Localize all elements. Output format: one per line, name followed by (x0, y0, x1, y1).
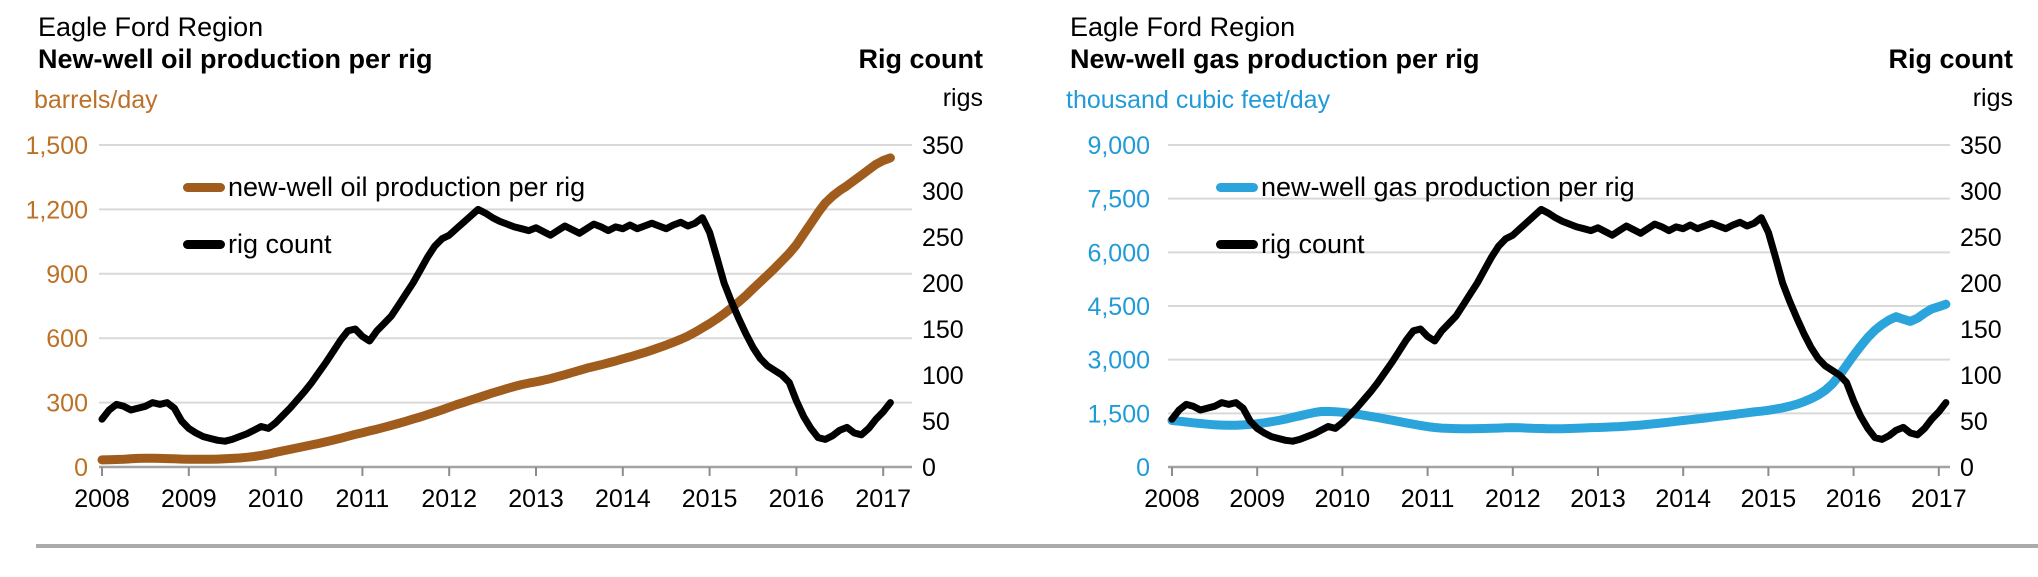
svg-text:50: 50 (1960, 408, 1988, 436)
svg-text:200: 200 (1960, 270, 2002, 298)
svg-text:300: 300 (922, 178, 964, 206)
gas-chart-right-axis-title: Rig count (1888, 44, 2013, 74)
svg-text:100: 100 (1960, 362, 2002, 390)
svg-text:50: 50 (922, 408, 950, 436)
legend-item-rig-count: rig count (183, 229, 585, 259)
svg-text:2010: 2010 (248, 485, 304, 513)
svg-text:3,000: 3,000 (1087, 347, 1150, 375)
oil-chart-legend: new-well oil production per rig rig coun… (183, 172, 585, 259)
svg-text:0: 0 (1960, 454, 1974, 482)
svg-text:2013: 2013 (1570, 485, 1626, 513)
svg-text:900: 900 (46, 261, 88, 289)
svg-text:0: 0 (922, 454, 936, 482)
gas-chart-legend: new-well gas production per rig rig coun… (1216, 172, 1635, 259)
gas-chart-right-axis-unit: rigs (1972, 84, 2013, 112)
svg-text:2016: 2016 (769, 485, 825, 513)
svg-text:200: 200 (922, 270, 964, 298)
svg-text:600: 600 (46, 325, 88, 353)
svg-text:2008: 2008 (1144, 485, 1200, 513)
legend-item-rig-count: rig count (1216, 229, 1635, 259)
legend-label: rig count (1261, 228, 1365, 259)
svg-text:2014: 2014 (1655, 485, 1711, 513)
svg-text:350: 350 (922, 132, 964, 160)
oil-line-swatch (183, 182, 225, 192)
oil-chart-right-axis-title: Rig count (858, 44, 983, 74)
legend-label: new-well gas production per rig (1261, 171, 1635, 202)
svg-text:7,500: 7,500 (1087, 186, 1150, 214)
svg-text:2010: 2010 (1315, 485, 1371, 513)
svg-text:2008: 2008 (74, 485, 130, 513)
svg-text:150: 150 (1960, 316, 2002, 344)
svg-text:100: 100 (922, 362, 964, 390)
svg-text:2011: 2011 (336, 485, 390, 513)
svg-text:150: 150 (922, 316, 964, 344)
svg-text:2009: 2009 (161, 485, 217, 513)
svg-text:2017: 2017 (855, 485, 911, 513)
svg-text:2009: 2009 (1229, 485, 1285, 513)
svg-text:2014: 2014 (595, 485, 651, 513)
legend-item-gas-production: new-well gas production per rig (1216, 172, 1635, 202)
svg-text:0: 0 (1136, 454, 1150, 482)
svg-text:300: 300 (1960, 178, 2002, 206)
gas-chart-region-title: Eagle Ford Region (1070, 12, 1296, 42)
svg-text:2017: 2017 (1911, 485, 1967, 513)
svg-text:2011: 2011 (1401, 485, 1455, 513)
svg-text:9,000: 9,000 (1087, 132, 1150, 160)
svg-text:2013: 2013 (508, 485, 564, 513)
rig-count-line-swatch (1216, 239, 1258, 249)
svg-text:250: 250 (922, 224, 964, 252)
oil-chart-left-axis-unit: barrels/day (34, 86, 158, 114)
svg-text:1,500: 1,500 (1087, 400, 1150, 428)
oil-chart-region-title: Eagle Ford Region (38, 12, 264, 42)
gas-chart-left-axis-unit: thousand cubic feet/day (1066, 86, 1331, 114)
svg-text:4,500: 4,500 (1087, 293, 1150, 321)
svg-text:250: 250 (1960, 224, 2002, 252)
svg-text:2015: 2015 (1741, 485, 1797, 513)
gas-chart-title: New-well gas production per rig (1070, 44, 1480, 74)
oil-chart-title: New-well oil production per rig (38, 44, 433, 74)
svg-text:350: 350 (1960, 132, 2002, 160)
svg-text:1,200: 1,200 (25, 196, 88, 224)
svg-text:300: 300 (46, 390, 88, 418)
svg-text:6,000: 6,000 (1087, 239, 1150, 267)
legend-label: new-well oil production per rig (228, 171, 586, 202)
svg-text:2015: 2015 (682, 485, 738, 513)
bottom-divider-line (36, 544, 2038, 548)
svg-text:2012: 2012 (421, 485, 477, 513)
gas-line-swatch (1216, 182, 1258, 192)
legend-label: rig count (228, 228, 332, 259)
legend-item-oil-production: new-well oil production per rig (183, 172, 585, 202)
oil-chart-right-axis-unit: rigs (942, 84, 983, 112)
svg-text:2016: 2016 (1826, 485, 1882, 513)
rig-count-line-swatch (183, 239, 225, 249)
svg-text:2012: 2012 (1485, 485, 1541, 513)
svg-text:0: 0 (74, 454, 88, 482)
svg-text:1,500: 1,500 (25, 132, 88, 160)
